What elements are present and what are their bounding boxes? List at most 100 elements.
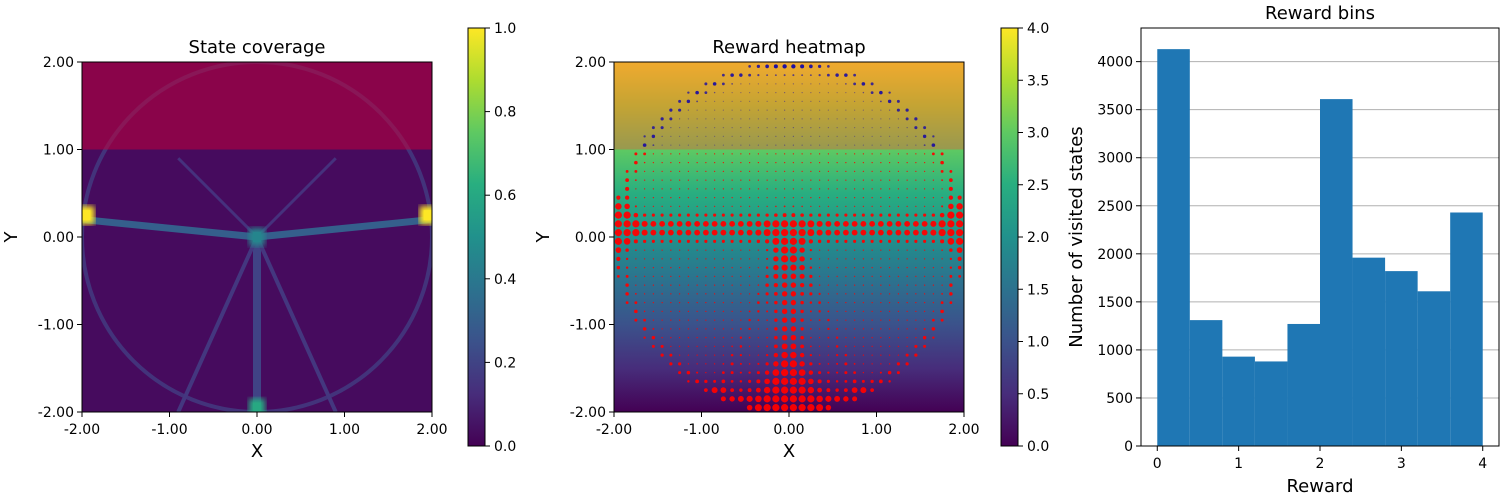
- visited-state-marker: [757, 170, 759, 172]
- visited-state-marker: [941, 249, 943, 251]
- reward-bins-ytick-label: 500: [1106, 391, 1133, 407]
- visited-state-marker: [714, 162, 716, 164]
- visited-state-marker: [652, 258, 654, 260]
- reward-bin-bar: [1450, 212, 1483, 446]
- visited-state-marker: [749, 205, 751, 207]
- visited-state-marker: [781, 326, 788, 332]
- visited-state-marker: [775, 135, 777, 137]
- p1-ytick-label: 1.00: [43, 143, 74, 159]
- visited-state-marker: [670, 293, 672, 295]
- visited-state-marker: [669, 239, 673, 243]
- visited-state-marker: [764, 370, 770, 375]
- visited-state-marker: [862, 109, 864, 111]
- visited-state-marker: [836, 275, 838, 277]
- visited-state-marker: [939, 212, 945, 218]
- visited-state-marker: [941, 179, 944, 182]
- visited-state-marker: [906, 310, 908, 312]
- visited-state-marker: [809, 353, 813, 357]
- visited-state-marker: [915, 249, 917, 251]
- visited-state-marker: [740, 144, 742, 146]
- visited-state-marker: [635, 275, 637, 277]
- visited-state-marker: [722, 127, 724, 129]
- visited-state-marker: [924, 284, 926, 286]
- visited-state-marker: [772, 237, 780, 245]
- reward-bins-xlabel: Reward: [1286, 476, 1353, 497]
- visited-state-marker: [644, 205, 646, 207]
- visited-state-marker: [799, 264, 805, 271]
- visited-state-marker: [756, 371, 760, 375]
- visited-state-marker: [783, 74, 786, 77]
- visited-state-marker: [880, 197, 882, 199]
- visited-state-marker: [679, 302, 681, 304]
- visited-state-marker: [739, 345, 743, 348]
- visited-state-marker: [757, 92, 759, 94]
- visited-state-marker: [687, 345, 689, 347]
- visited-state-marker: [924, 319, 926, 321]
- visited-state-marker: [722, 205, 724, 207]
- visited-state-marker: [661, 144, 663, 146]
- visited-state-marker: [749, 118, 751, 120]
- visited-state-marker: [781, 229, 789, 237]
- visited-state-marker: [853, 82, 857, 86]
- visited-state-marker: [766, 135, 768, 137]
- p2-cbtick-label: 1.5: [1027, 282, 1049, 298]
- visited-state-marker: [871, 144, 873, 146]
- visited-state-marker: [625, 266, 629, 269]
- visited-state-marker: [906, 275, 908, 277]
- visited-state-marker: [879, 371, 882, 374]
- visited-state-marker: [817, 239, 822, 244]
- visited-state-marker: [880, 337, 882, 339]
- visited-state-marker: [740, 267, 742, 269]
- visited-state-marker: [670, 337, 672, 339]
- visited-state-marker: [809, 310, 812, 313]
- visited-state-marker: [748, 318, 751, 322]
- visited-state-marker: [731, 197, 733, 199]
- visited-state-marker: [949, 274, 953, 278]
- visited-state-marker: [810, 197, 812, 199]
- visited-state-marker: [871, 179, 873, 181]
- visited-state-marker: [845, 205, 847, 207]
- visited-state-marker: [915, 302, 917, 304]
- visited-state-marker: [696, 109, 698, 111]
- visited-state-marker: [845, 188, 847, 190]
- visited-state-marker: [880, 249, 882, 251]
- visited-state-marker: [704, 239, 708, 243]
- visited-state-marker: [781, 404, 789, 412]
- visited-state-marker: [854, 205, 856, 207]
- visited-state-marker: [781, 351, 788, 359]
- visited-state-marker: [634, 179, 637, 182]
- visited-state-marker: [854, 258, 856, 260]
- visited-state-marker: [914, 239, 918, 243]
- visited-state-marker: [871, 258, 873, 260]
- visited-state-marker: [854, 135, 856, 137]
- visited-state-marker: [889, 258, 891, 260]
- visited-state-marker: [836, 205, 838, 207]
- visited-state-marker: [695, 239, 699, 243]
- visited-state-marker: [871, 328, 873, 330]
- visited-state-marker: [888, 239, 892, 243]
- visited-state-marker: [729, 396, 735, 402]
- visited-state-marker: [766, 188, 768, 190]
- visited-state-marker: [687, 284, 689, 286]
- visited-state-marker: [731, 345, 733, 348]
- visited-state-marker: [906, 319, 908, 321]
- visited-state-marker: [676, 229, 683, 236]
- visited-state-marker: [810, 135, 812, 137]
- visited-state-marker: [757, 310, 760, 313]
- reward-heatmap-markers: [614, 64, 964, 412]
- visited-state-marker: [948, 203, 954, 210]
- coverage-diag-left: [176, 236, 259, 412]
- visited-state-marker: [660, 353, 664, 357]
- visited-state-marker: [807, 229, 815, 237]
- visited-state-marker: [941, 258, 943, 260]
- visited-state-marker: [661, 310, 663, 312]
- reward-bins-ytick-label: 1500: [1097, 295, 1133, 311]
- visited-state-marker: [774, 309, 778, 314]
- p2-ytick-label: -2.00: [570, 405, 606, 421]
- visited-state-marker: [748, 363, 751, 365]
- visited-state-marker: [696, 249, 698, 251]
- p1-ytick-label: -2.00: [38, 405, 74, 421]
- visited-state-marker: [757, 205, 759, 207]
- visited-state-marker: [686, 213, 690, 217]
- visited-state-marker: [897, 258, 899, 260]
